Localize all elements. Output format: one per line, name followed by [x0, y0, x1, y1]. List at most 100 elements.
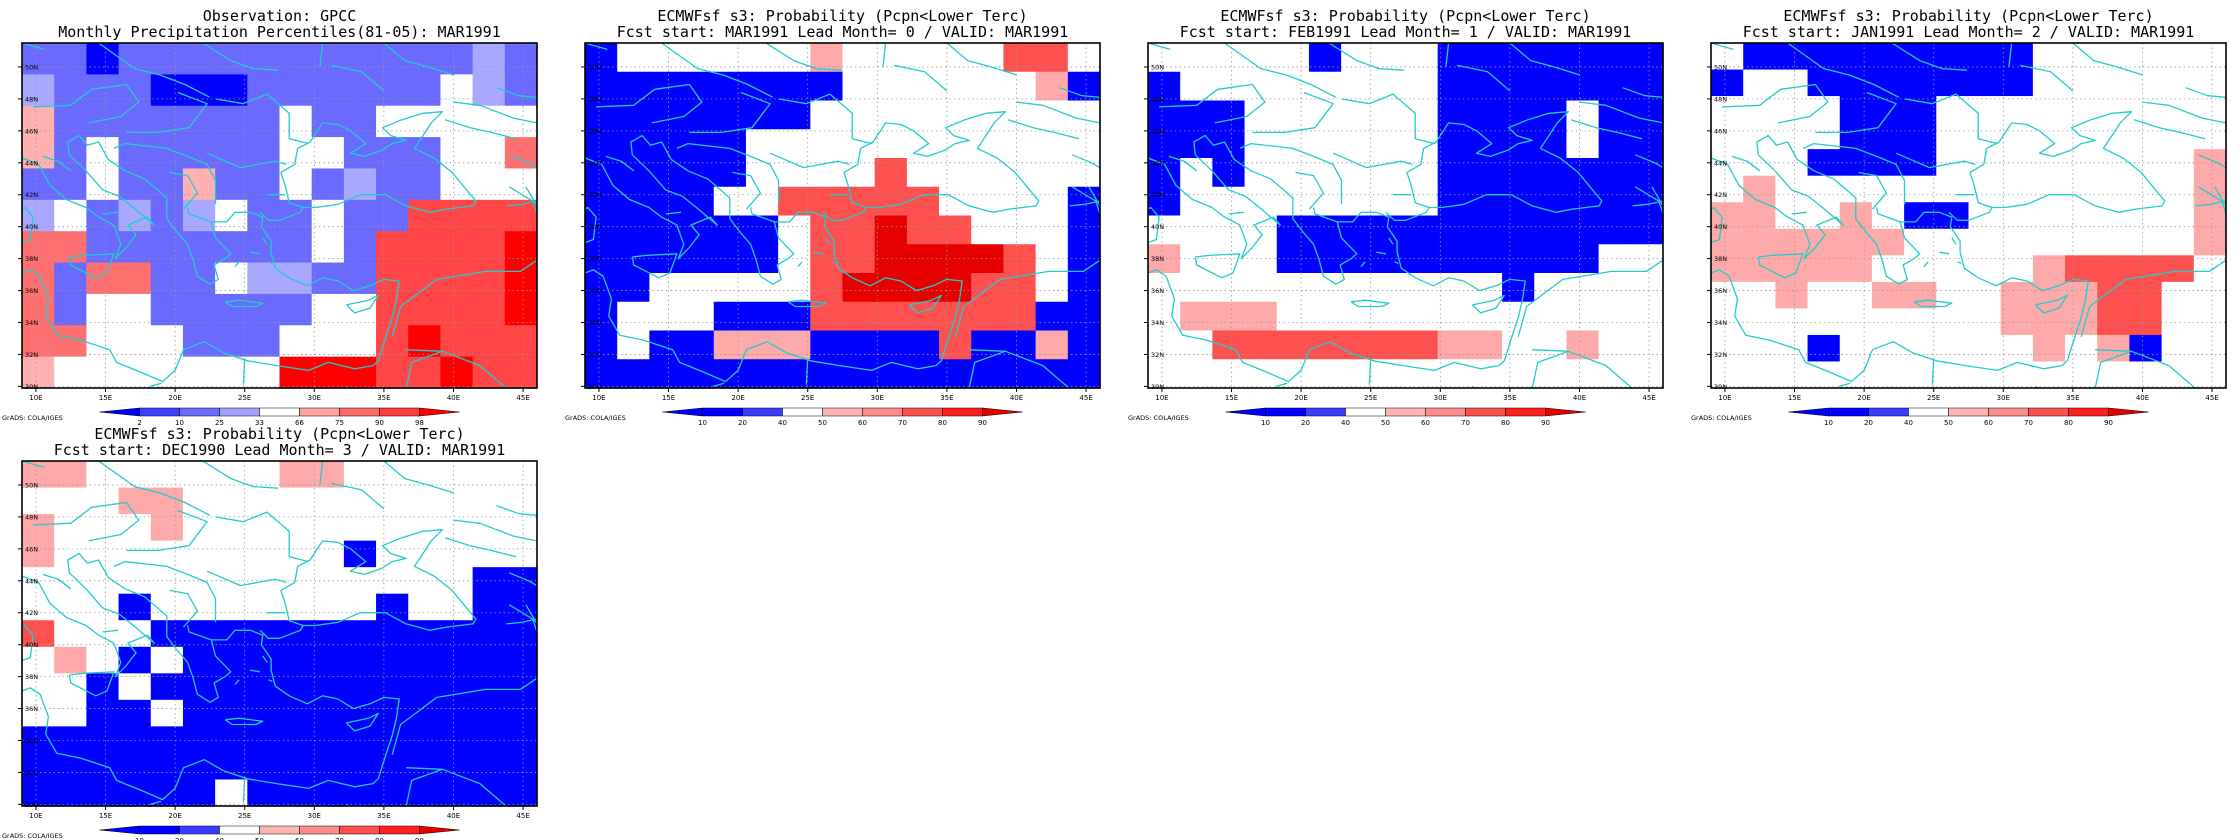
- grid-cell: [504, 779, 538, 807]
- grid-cell: [1630, 129, 1664, 159]
- grid-cell: [2065, 43, 2098, 71]
- colorbar-swatch: [259, 407, 300, 417]
- grid-cell: [408, 293, 442, 326]
- grid-cell: [408, 699, 442, 727]
- colorbar-label: 90: [1541, 419, 1550, 427]
- lat-tick-label: 46N: [25, 127, 38, 135]
- grid-cell: [472, 646, 506, 674]
- colorbar-swatch: [1828, 407, 1869, 417]
- grid-cell: [311, 461, 345, 489]
- grid-cell: [86, 105, 120, 138]
- lat-tick-label: 42N: [1151, 191, 1164, 199]
- grid-cell: [1711, 281, 1744, 309]
- grid-cell: [1067, 244, 1101, 274]
- lon-tick-label: 15E: [1788, 394, 1801, 402]
- grid-cell: [1775, 43, 1809, 71]
- lon-tick-label: 25E: [238, 812, 251, 820]
- grid-cell: [1276, 215, 1310, 245]
- grid-cell: [2065, 281, 2098, 309]
- grid-cell: [939, 359, 972, 389]
- grid-cell: [247, 168, 281, 201]
- colorbar-swatch: [379, 825, 420, 835]
- grid-cell: [440, 646, 474, 674]
- grid-cell: [247, 105, 281, 138]
- grid-cell: [215, 262, 248, 295]
- grid-cell: [1936, 308, 1970, 336]
- grid-cell: [1839, 96, 1873, 124]
- grid-cell: [1003, 215, 1037, 245]
- grid-cell: [182, 74, 216, 107]
- grid-cell: [1775, 255, 1809, 283]
- grid-cell: [1405, 186, 1439, 217]
- grid-cell: [1212, 100, 1246, 130]
- grid-cell: [971, 330, 1005, 360]
- grid-cell: [472, 779, 506, 807]
- grid-cell: [2129, 69, 2163, 97]
- coastlines: [585, 43, 1100, 388]
- grid-cell: [150, 293, 184, 326]
- colorbar-label: 70: [2024, 419, 2033, 427]
- grid-cell: [54, 514, 87, 542]
- lat-tick-label: 48N: [1714, 95, 1727, 103]
- grid-cell: [1502, 273, 1535, 303]
- grid-cell: [247, 752, 281, 781]
- grid-cell: [1437, 273, 1471, 303]
- grid-cell: [247, 137, 281, 170]
- grid-cell: [2129, 334, 2163, 363]
- colorbar-swatch: [662, 407, 703, 417]
- grid-cell: [182, 540, 216, 568]
- grid-cell: [279, 262, 313, 295]
- grid-cell: [440, 726, 474, 754]
- grid-cell: [440, 699, 474, 727]
- grid-cell: [504, 356, 538, 389]
- grid-cell: [681, 43, 715, 73]
- grid-cell: [1871, 43, 1905, 71]
- grid-cell: [842, 359, 876, 389]
- grid-cell: [906, 43, 940, 73]
- grid-cell: [874, 359, 908, 389]
- grid-cell: [2129, 281, 2163, 309]
- grid-cell: [279, 487, 313, 515]
- lat-tick-label: 48N: [1151, 95, 1164, 103]
- grid-cell: [54, 726, 87, 754]
- grid-cell: [440, 74, 474, 107]
- colorbar-swatch: [1908, 407, 1949, 417]
- lon-tick-label: 45E: [1642, 394, 1655, 402]
- lat-tick-label: 34N: [588, 319, 601, 327]
- lon-tick-label: 10E: [29, 394, 42, 402]
- grid-cell: [1502, 71, 1535, 102]
- grid-cell: [971, 43, 1005, 73]
- grid-cell: [182, 699, 216, 727]
- colorbar-swatch: [139, 825, 180, 835]
- lat-tick-label: 34N: [25, 319, 38, 327]
- grid-cell: [1775, 281, 1809, 309]
- lat-tick-label: 44N: [1151, 159, 1164, 167]
- grid-cell: [440, 461, 474, 489]
- grid-cell: [2000, 96, 2034, 124]
- grid-cell: [215, 699, 248, 727]
- grid-cell: [778, 359, 811, 389]
- grid-cell: [150, 168, 184, 201]
- grid-cell: [472, 325, 506, 358]
- lat-tick-label: 36N: [1151, 287, 1164, 295]
- lat-tick-label: 38N: [25, 255, 38, 263]
- grid-cell: [1566, 129, 1600, 159]
- grid-cell: [1212, 158, 1246, 188]
- colorbar-swatch: [742, 407, 783, 417]
- grid-cell: [1871, 202, 1905, 230]
- grid-cell: [472, 752, 506, 781]
- lat-tick-label: 42N: [25, 191, 38, 199]
- grid-cell: [1968, 308, 2002, 336]
- lat-tick-label: 32N: [25, 769, 38, 777]
- grid-cell: [279, 325, 313, 358]
- grid-cell: [2032, 334, 2066, 363]
- colorbar-label: 60: [1421, 419, 1430, 427]
- grid-cell: [649, 244, 683, 274]
- colorbar-swatch: [339, 825, 380, 835]
- grid-cell: [939, 215, 972, 245]
- grid-cell: [2032, 96, 2066, 124]
- grid-cell: [1469, 330, 1503, 360]
- grid-cell: [1566, 330, 1600, 360]
- lat-tick-label: 42N: [1714, 191, 1727, 199]
- colorbar-label: 10: [175, 419, 184, 427]
